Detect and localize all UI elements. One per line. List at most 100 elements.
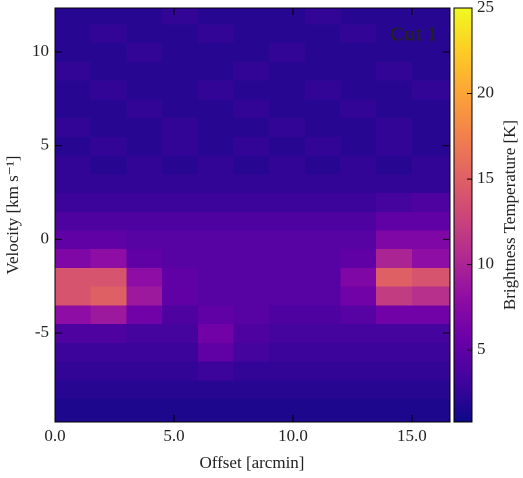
heat-cell	[340, 211, 377, 231]
heat-cell	[304, 136, 342, 156]
heat-cell	[269, 286, 306, 306]
heat-cell	[90, 286, 127, 306]
heat-cell	[376, 229, 413, 250]
heat-cell	[197, 304, 234, 325]
heat-cell	[197, 323, 234, 343]
heat-cell	[55, 42, 92, 62]
heat-cell	[233, 192, 270, 212]
heat-cell	[233, 80, 270, 100]
heat-cell	[411, 267, 451, 287]
heat-cell	[376, 342, 413, 362]
colorbar-frame	[453, 7, 473, 423]
heat-cell	[90, 267, 127, 287]
heat-cell	[340, 61, 377, 81]
heat-cell	[55, 23, 92, 44]
heat-cell	[126, 342, 163, 362]
heat-cell	[376, 23, 413, 44]
heat-cell	[233, 173, 270, 194]
y-tick-label: 0	[41, 228, 50, 247]
colorbar-tick-label: 20	[477, 82, 494, 101]
colorbar-tick-label: 15	[477, 168, 494, 187]
heat-cell	[376, 211, 413, 231]
heat-cell	[304, 229, 342, 250]
heat-cell	[411, 42, 451, 62]
heat-cell	[411, 286, 451, 306]
heat-cell	[90, 173, 127, 194]
heat-cell	[126, 155, 163, 175]
heat-cell	[162, 398, 199, 423]
heat-cell	[55, 323, 92, 343]
heat-cell	[376, 398, 413, 423]
heat-cell	[411, 61, 451, 81]
heat-cell	[126, 267, 163, 287]
heat-cell	[304, 211, 342, 231]
heat-cell	[55, 192, 92, 212]
heat-cell	[269, 117, 306, 137]
heat-cell	[197, 286, 234, 306]
heat-cell	[376, 192, 413, 212]
heat-cell	[233, 304, 270, 325]
heat-cell	[126, 304, 163, 325]
heat-cell	[411, 8, 451, 25]
heat-cell	[233, 267, 270, 287]
heat-cell	[411, 211, 451, 231]
heat-cell	[411, 155, 451, 175]
heat-cell	[55, 61, 92, 81]
heat-cell	[55, 155, 92, 175]
heat-cell	[126, 192, 163, 212]
heat-cell	[55, 379, 92, 400]
heat-cell	[269, 98, 306, 119]
heat-cell	[376, 98, 413, 119]
heat-cell	[376, 323, 413, 343]
colorbar	[454, 8, 472, 422]
heat-cell	[269, 173, 306, 194]
heat-cell	[304, 248, 342, 268]
heat-cell	[340, 229, 377, 250]
heat-cell	[269, 398, 306, 423]
heat-cell	[90, 155, 127, 175]
heat-cell	[162, 136, 199, 156]
heat-cell	[304, 323, 342, 343]
heat-cell	[55, 248, 92, 268]
heatmap	[55, 8, 451, 423]
heat-cell	[90, 304, 127, 325]
heat-cell	[340, 304, 377, 325]
heat-cell	[90, 117, 127, 137]
heat-cell	[376, 42, 413, 62]
heat-cell	[340, 155, 377, 175]
heat-cell	[269, 304, 306, 325]
heat-cell	[411, 323, 451, 343]
heat-cell	[233, 342, 270, 362]
heat-cell	[90, 98, 127, 119]
heat-cell	[233, 323, 270, 343]
heat-cell	[162, 61, 199, 81]
heat-cell	[411, 98, 451, 119]
heat-cell	[269, 136, 306, 156]
heat-cell	[340, 286, 377, 306]
heat-cell	[269, 267, 306, 287]
heat-cell	[162, 80, 199, 100]
heat-cell	[304, 42, 342, 62]
heat-cell	[55, 229, 92, 250]
heat-cell	[411, 173, 451, 194]
heat-cell	[233, 248, 270, 268]
heat-cell	[376, 248, 413, 268]
heat-cell	[304, 342, 342, 362]
x-tick-label: 10.0	[278, 426, 308, 445]
heat-cell	[90, 342, 127, 362]
heat-cell	[90, 323, 127, 343]
heat-cell	[233, 117, 270, 137]
heat-cell	[55, 117, 92, 137]
heat-cell	[162, 23, 199, 44]
heat-cell	[269, 80, 306, 100]
heat-cell	[411, 304, 451, 325]
heat-cell	[197, 80, 234, 100]
heat-cell	[55, 398, 92, 423]
heat-cell	[269, 379, 306, 400]
heat-cell	[411, 229, 451, 250]
heat-cell	[162, 117, 199, 137]
x-tick-label: 5.0	[163, 426, 184, 445]
heat-cell	[269, 8, 306, 25]
heat-cell	[126, 211, 163, 231]
